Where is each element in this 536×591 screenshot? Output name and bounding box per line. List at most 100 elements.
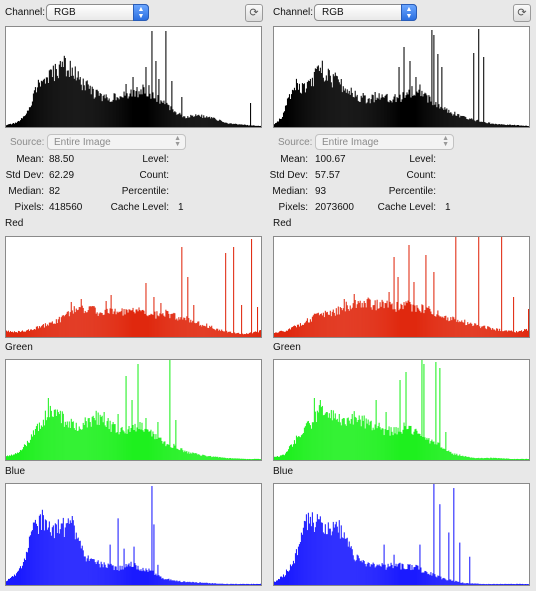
histogram-bin [125, 309, 127, 337]
histogram-bin [20, 450, 22, 460]
histogram-bin [6, 456, 8, 460]
histogram-bin [452, 453, 454, 460]
histogram-bin [516, 331, 518, 337]
histogram-bin [253, 459, 255, 460]
histogram-bin [6, 125, 8, 127]
histogram-bin [498, 124, 500, 127]
histogram-bin [278, 331, 281, 337]
histogram-bin [384, 95, 386, 127]
histogram-bin [402, 92, 404, 127]
histogram-bin [236, 583, 238, 585]
refresh-button[interactable]: ⟳ [245, 4, 263, 22]
histogram-bin [225, 457, 227, 460]
histogram-bin [136, 569, 138, 585]
histogram-bin [426, 95, 428, 127]
histogram-bin [423, 313, 425, 337]
histogram-bin [455, 580, 457, 585]
histogram-bin [219, 583, 221, 585]
histogram-bin [472, 326, 474, 337]
histogram-bin [484, 457, 486, 460]
histogram-bin [234, 584, 236, 585]
histogram-bin [287, 571, 289, 585]
refresh-icon: ⟳ [249, 7, 259, 19]
histogram-bin [435, 316, 437, 337]
histogram-bin [469, 556, 471, 585]
histogram-bin [332, 410, 334, 460]
histogram-bin [217, 120, 219, 127]
histogram-bin [447, 112, 449, 127]
histogram-bin [33, 434, 35, 460]
pixels-label: Pixels: [278, 202, 308, 213]
channel-select[interactable]: RGB ▲ ▼ [46, 4, 149, 21]
histogram-bin [77, 537, 79, 585]
histogram-bin [110, 101, 112, 127]
histogram-bin [336, 526, 338, 585]
histogram-bin [61, 315, 63, 337]
histogram-bin [482, 121, 484, 127]
histogram-bin [487, 584, 489, 585]
histogram-bin [434, 444, 436, 460]
histogram-bin [344, 538, 346, 585]
histogram-bin [488, 122, 490, 127]
histogram-bin [446, 108, 448, 127]
histogram-bin [40, 326, 42, 337]
histogram-bin [165, 31, 167, 127]
histogram-bin [166, 310, 168, 337]
histogram-bin [38, 422, 40, 460]
histogram-bin [197, 321, 199, 337]
histogram-bin [350, 418, 352, 460]
histogram-bin [317, 519, 319, 585]
histogram-bin [460, 115, 462, 127]
histogram-bin [331, 87, 333, 127]
histogram-bin [471, 118, 473, 127]
histogram-bin [88, 88, 90, 127]
histogram-bin [343, 299, 345, 337]
histogram-bin [250, 332, 252, 337]
histogram-bin [124, 95, 126, 127]
histogram-bin [435, 102, 437, 127]
histogram-bin [215, 119, 217, 127]
green-histogram [5, 359, 262, 461]
source-select-value: Entire Image [54, 137, 111, 148]
histogram-bin [393, 96, 395, 127]
histogram-bin [436, 444, 438, 460]
histogram-bin [505, 583, 507, 585]
refresh-button[interactable]: ⟳ [513, 4, 531, 22]
histogram-bin [95, 564, 97, 585]
histogram-bin [191, 582, 193, 585]
histogram-bin [357, 301, 359, 337]
histogram-bin [389, 100, 391, 127]
histogram-bin [321, 315, 323, 337]
histogram-bin [150, 98, 152, 127]
histogram-bin [258, 332, 260, 337]
histogram-bin [243, 583, 245, 585]
histogram-bin [526, 125, 528, 127]
histogram-bin [391, 431, 393, 460]
histogram-bin [232, 458, 234, 460]
histogram-bin [311, 77, 313, 127]
histogram-bin [52, 525, 54, 585]
blue-histogram-svg [6, 486, 261, 585]
histogram-bin [29, 439, 31, 460]
histogram-bin [316, 66, 318, 127]
histogram-bin [128, 425, 130, 460]
channel-select[interactable]: RGB ▲ ▼ [314, 4, 417, 21]
histogram-bin [248, 459, 250, 460]
histogram-bin [21, 118, 23, 127]
histogram-bin [83, 85, 85, 127]
histogram-bin [438, 575, 440, 585]
histogram-bin [128, 563, 130, 585]
histogram-bin [398, 310, 400, 337]
histogram-bin [524, 584, 526, 585]
histogram-bin [345, 425, 347, 460]
histogram-bin [48, 70, 50, 127]
histogram-bin [199, 582, 201, 585]
histogram-bin [472, 119, 474, 127]
histogram-bin [336, 314, 338, 337]
histogram-bin [502, 331, 504, 337]
histogram-bin [187, 116, 189, 127]
histogram-bin [346, 537, 348, 585]
histogram-bin [473, 325, 475, 337]
histogram-bin [143, 87, 145, 127]
histogram-bin [310, 321, 312, 337]
